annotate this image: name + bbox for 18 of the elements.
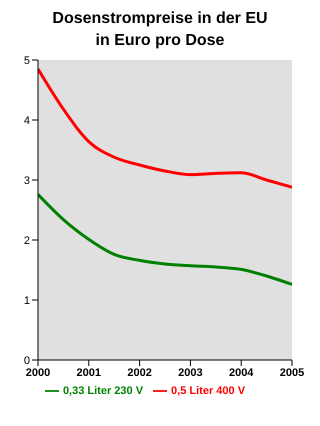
y-tick-label: 2 — [24, 234, 30, 247]
y-tick-label: 3 — [24, 174, 30, 187]
x-tick-label: 2001 — [76, 366, 102, 379]
y-tick-label: 0 — [24, 354, 30, 367]
chart-title: Dosenstrompreise in der EU — [51, 9, 269, 29]
y-tick-label: 5 — [24, 54, 30, 67]
x-tick-label: 2002 — [127, 366, 152, 379]
line-series — [38, 68, 292, 189]
y-tick-label: 1 — [24, 294, 30, 307]
legend-label: 0,5 Liter 400 V — [171, 384, 246, 397]
legend-label: 0,33 Liter 230 V — [62, 384, 144, 397]
x-tick-label: 2005 — [280, 366, 304, 379]
line-series — [38, 192, 292, 286]
chart-subtitle: in Euro pro Dose — [94, 31, 226, 51]
x-tick-label: 2004 — [228, 366, 254, 379]
y-tick-label: 4 — [24, 114, 30, 127]
x-tick-label: 2003 — [178, 366, 203, 379]
x-tick-label: 2000 — [26, 366, 50, 379]
